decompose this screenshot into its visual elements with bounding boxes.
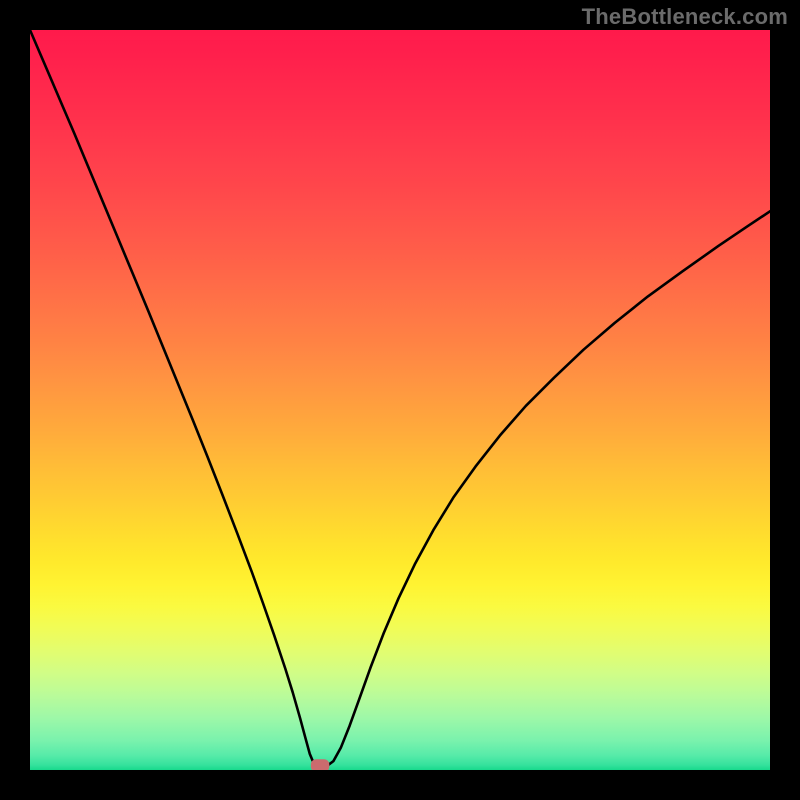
bottleneck-chart-svg	[30, 30, 770, 770]
gradient-background	[30, 30, 770, 770]
watermark-text: TheBottleneck.com	[582, 4, 788, 30]
chart-frame: TheBottleneck.com	[0, 0, 800, 800]
optimum-marker	[311, 759, 330, 770]
plot-area	[30, 30, 770, 770]
